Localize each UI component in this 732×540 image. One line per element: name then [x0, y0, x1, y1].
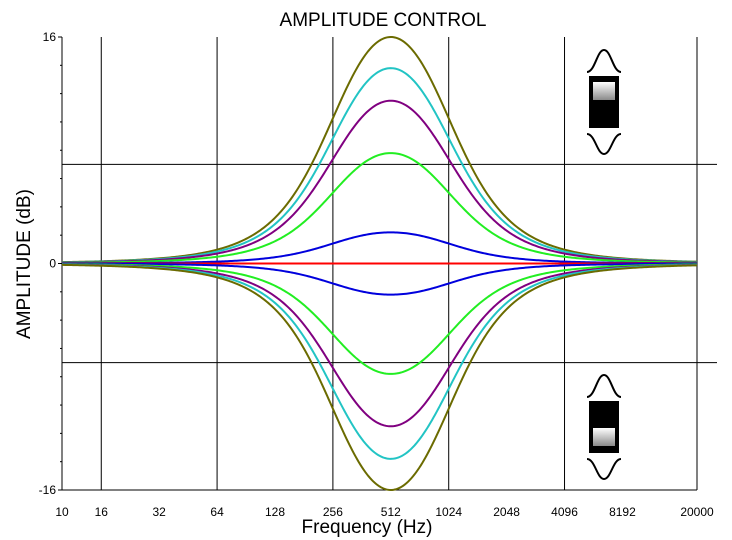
y-tick-label-1: 0	[49, 257, 56, 271]
x-axis-label: Frequency (Hz)	[302, 517, 433, 538]
y-tick-label-2: -16	[39, 483, 57, 497]
y-tick-label-0: 16	[43, 30, 57, 44]
y-axis-label: AMPLITUDE (dB)	[14, 189, 35, 339]
x-axis: 10 16 32 64 128 256 512 1024 2048 4096 8192 20000	[55, 505, 714, 519]
cut-slider-icon	[586, 373, 622, 481]
curve-series-2	[61, 99, 698, 264]
x-tick-label-2: 32	[152, 505, 166, 519]
x-tick-label-8: 2048	[493, 505, 520, 519]
curve-series-10	[61, 263, 698, 492]
x-tick-label-0: 10	[55, 505, 69, 519]
chart-title: AMPLITUDE CONTROL	[280, 10, 487, 31]
x-tick-label-10: 8192	[609, 505, 636, 519]
x-tick-label-3: 64	[210, 505, 224, 519]
curve-series-3	[61, 152, 698, 264]
x-tick-label-6: 512	[381, 505, 401, 519]
x-tick-label-7: 1024	[435, 505, 462, 519]
curve-series-6	[62, 262, 697, 296]
x-tick-label-11: 20000	[680, 505, 714, 519]
curve-series-7	[61, 263, 698, 375]
x-tick-label-1: 16	[95, 505, 109, 519]
x-tick-label-4: 128	[265, 505, 285, 519]
boost-slider-icon	[586, 48, 622, 156]
y-axis: 16 0 -16	[39, 30, 62, 497]
curves	[61, 35, 698, 492]
x-tick-label-9: 4096	[551, 505, 578, 519]
x-tick-label-5: 256	[323, 505, 343, 519]
